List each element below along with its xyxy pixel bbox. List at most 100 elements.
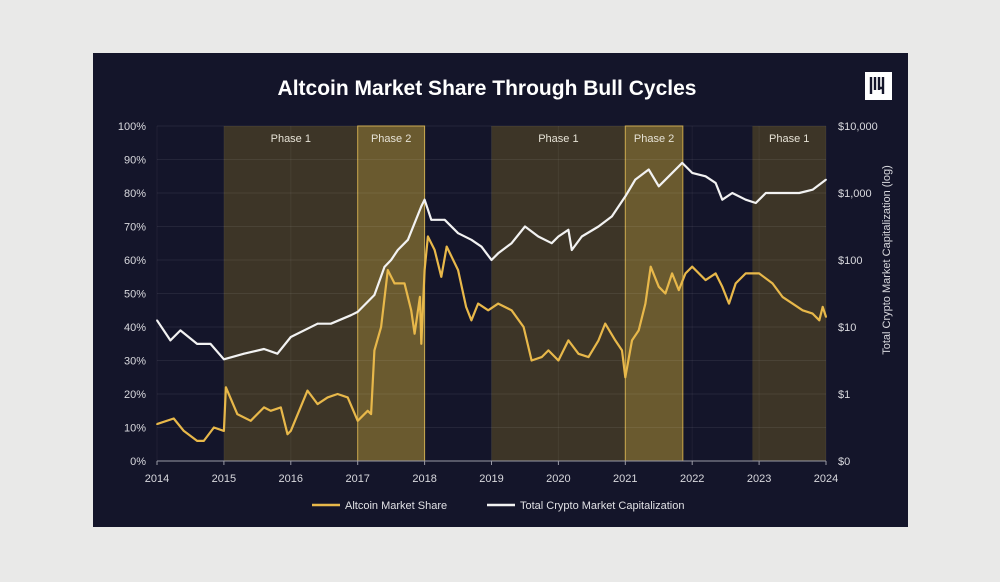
x-tick-label: 2015 bbox=[212, 473, 236, 485]
data-point bbox=[557, 359, 560, 362]
data-point bbox=[383, 265, 386, 268]
data-point bbox=[631, 339, 633, 342]
data-point bbox=[350, 314, 352, 317]
data-point bbox=[373, 349, 376, 352]
data-point bbox=[744, 272, 747, 275]
x-tick-label: 2016 bbox=[279, 473, 303, 485]
phase-label: Phase 1 bbox=[538, 133, 578, 145]
data-point bbox=[423, 198, 426, 201]
data-point bbox=[202, 440, 205, 442]
data-point bbox=[179, 329, 182, 332]
data-point bbox=[684, 272, 687, 275]
data-point bbox=[427, 235, 429, 238]
data-point bbox=[624, 376, 627, 379]
y-left-tick-label: 100% bbox=[118, 121, 146, 133]
data-point bbox=[557, 235, 560, 238]
data-point bbox=[547, 349, 550, 352]
y-left-tick-label: 60% bbox=[124, 255, 146, 267]
data-point bbox=[196, 342, 199, 345]
data-point bbox=[647, 168, 650, 171]
data-point bbox=[286, 433, 289, 436]
data-point bbox=[393, 282, 396, 285]
data-point bbox=[728, 302, 730, 305]
data-point bbox=[537, 235, 540, 238]
data-point bbox=[721, 198, 724, 201]
data-point bbox=[734, 282, 737, 285]
data-point bbox=[182, 429, 185, 432]
data-point bbox=[825, 316, 827, 318]
data-point bbox=[413, 332, 416, 335]
data-point bbox=[156, 423, 158, 426]
y-left-tick-label: 40% bbox=[124, 322, 146, 334]
data-point bbox=[677, 289, 680, 292]
chart-title: Altcoin Market Share Through Bull Cycles bbox=[278, 77, 697, 100]
data-point bbox=[356, 311, 359, 313]
data-point bbox=[524, 225, 526, 228]
data-point bbox=[704, 279, 707, 281]
data-point bbox=[440, 275, 443, 278]
x-tick-label: 2022 bbox=[680, 473, 704, 485]
data-point bbox=[510, 242, 513, 245]
legend-label: Altcoin Market Share bbox=[345, 500, 447, 512]
x-tick-label: 2018 bbox=[412, 473, 436, 485]
phase-band-5 bbox=[752, 126, 826, 461]
data-point bbox=[758, 272, 760, 275]
data-point bbox=[172, 417, 175, 420]
y-right-tick-label: $1,000 bbox=[838, 188, 872, 200]
data-point bbox=[597, 339, 600, 342]
data-point bbox=[225, 386, 227, 389]
data-point bbox=[771, 282, 774, 285]
data-point bbox=[811, 188, 814, 191]
data-point bbox=[289, 429, 292, 432]
legend-label: Total Crypto Market Capitalization bbox=[520, 500, 684, 512]
x-tick-label: 2024 bbox=[814, 473, 838, 485]
data-point bbox=[346, 396, 349, 399]
data-point bbox=[423, 269, 426, 271]
data-point bbox=[223, 429, 225, 432]
data-point bbox=[550, 242, 553, 245]
data-point bbox=[336, 393, 339, 395]
data-point bbox=[597, 225, 600, 228]
data-point bbox=[289, 336, 292, 338]
data-point bbox=[510, 309, 513, 312]
data-point bbox=[156, 319, 158, 322]
data-point bbox=[721, 285, 724, 288]
data-point bbox=[731, 192, 734, 194]
y-right-tick-label: $10,000 bbox=[838, 121, 878, 133]
y-right-tick-label: $0 bbox=[838, 456, 850, 468]
data-point bbox=[196, 440, 199, 442]
data-point bbox=[657, 285, 660, 288]
y-right-tick-label: $1 bbox=[838, 389, 850, 401]
data-point bbox=[754, 202, 757, 204]
phase-band-1 bbox=[223, 126, 358, 461]
data-point bbox=[621, 349, 623, 352]
data-point bbox=[263, 348, 265, 350]
data-point bbox=[671, 272, 674, 275]
data-point bbox=[276, 352, 279, 355]
data-point bbox=[637, 329, 640, 332]
data-point bbox=[212, 426, 215, 429]
data-point bbox=[386, 269, 389, 271]
x-tick-label: 2019 bbox=[479, 473, 503, 485]
data-point bbox=[490, 259, 493, 261]
data-point bbox=[580, 235, 583, 238]
data-point bbox=[714, 182, 717, 184]
phase-label: Phase 2 bbox=[634, 133, 674, 145]
data-point bbox=[604, 322, 607, 325]
data-point bbox=[380, 326, 383, 328]
data-point bbox=[209, 342, 212, 345]
data-point bbox=[811, 312, 814, 315]
data-point bbox=[410, 309, 413, 312]
data-point bbox=[457, 232, 459, 235]
data-point bbox=[406, 238, 409, 241]
data-point bbox=[570, 249, 573, 251]
data-point bbox=[778, 192, 781, 194]
data-point bbox=[269, 409, 272, 412]
data-point bbox=[470, 319, 473, 322]
data-point bbox=[667, 175, 670, 178]
data-point bbox=[497, 252, 500, 255]
data-point bbox=[236, 413, 239, 415]
market-cap-line bbox=[156, 161, 827, 361]
data-point bbox=[530, 359, 533, 362]
